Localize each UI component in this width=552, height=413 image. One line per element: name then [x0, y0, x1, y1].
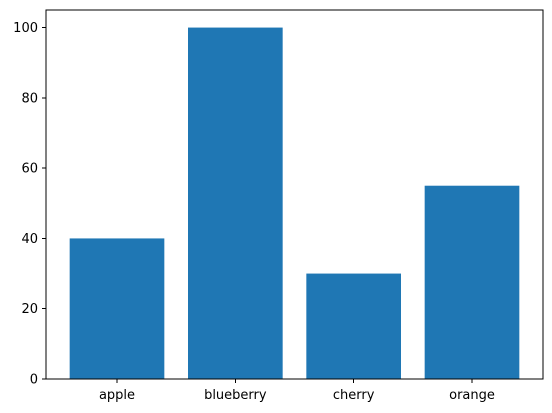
plot-frame	[45, 9, 544, 380]
y-tick-label: 60	[21, 162, 38, 177]
bar-apple	[69, 238, 165, 379]
bars-group	[69, 27, 520, 379]
x-tick-label: blueberry	[204, 388, 267, 403]
y-tick-label: 40	[21, 232, 38, 247]
y-tick-label: 80	[21, 91, 38, 106]
y-tick-label: 100	[13, 21, 38, 36]
bar-blueberry	[188, 27, 283, 379]
bar-orange	[424, 185, 520, 379]
x-tick-label: orange	[449, 388, 495, 403]
x-tick-label: apple	[99, 388, 135, 403]
y-tick-label: 20	[21, 302, 38, 317]
x-tick-label: cherry	[333, 388, 375, 403]
x-axis-ticks: apple blueberry cherry orange	[99, 379, 495, 403]
bar-cherry	[306, 273, 401, 379]
y-axis-ticks: 0 20 40 60 80 100	[13, 21, 46, 388]
y-tick-label: 0	[30, 373, 38, 388]
